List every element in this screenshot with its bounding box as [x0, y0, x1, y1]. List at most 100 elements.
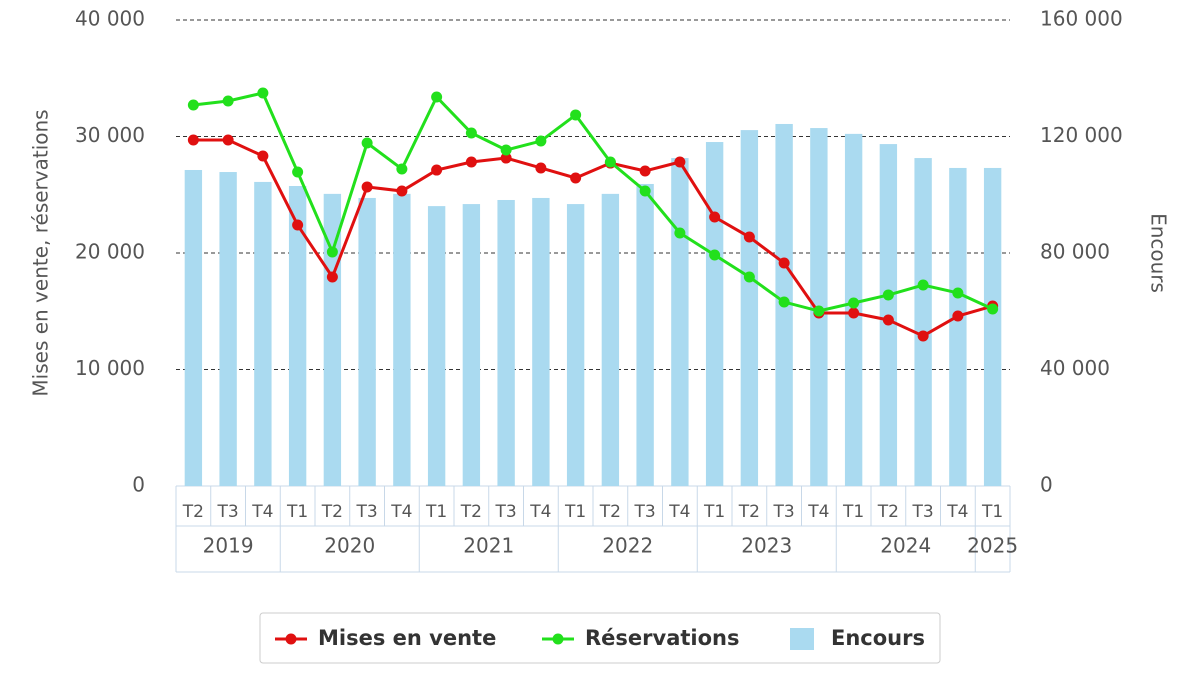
- y2-tick-label: 120 000: [1040, 123, 1123, 147]
- point: [431, 164, 443, 176]
- bar: [566, 204, 585, 486]
- x-tick-label: T1: [286, 502, 308, 522]
- bar: [497, 199, 515, 486]
- point: [709, 211, 721, 223]
- point: [257, 150, 269, 162]
- point: [917, 330, 929, 342]
- point: [222, 134, 234, 146]
- x-tick-label: T2: [321, 502, 343, 522]
- point: [500, 152, 512, 164]
- y-tick-label: 20 000: [75, 240, 145, 264]
- legend-marker: [790, 628, 814, 650]
- x-tick-label: T2: [599, 502, 621, 522]
- point: [848, 307, 860, 319]
- y2-axis-title: Encours: [1147, 213, 1171, 293]
- bar: [219, 172, 237, 486]
- bar: [288, 186, 307, 486]
- x-tick-label: T2: [877, 502, 899, 522]
- y2-tick-label: 40 000: [1040, 356, 1110, 380]
- point: [674, 156, 686, 168]
- x-tick-label: T1: [981, 502, 1003, 522]
- point: [326, 246, 338, 258]
- bar: [949, 167, 967, 486]
- point: [396, 163, 408, 175]
- legend-box: [259, 612, 941, 664]
- point: [604, 156, 616, 168]
- y-tick-label: 40 000: [75, 7, 145, 31]
- x-tick-label: T2: [738, 502, 760, 522]
- y2-tick-label: 0: [1040, 473, 1053, 497]
- point: [535, 162, 547, 174]
- point: [292, 166, 304, 178]
- x-group-label: 2025: [967, 534, 1018, 558]
- bar: [532, 197, 550, 487]
- x-tick-label: T3: [356, 502, 378, 522]
- bar: [671, 158, 689, 487]
- point: [639, 185, 651, 197]
- point: [743, 271, 755, 283]
- point: [952, 310, 964, 322]
- point: [917, 279, 929, 291]
- x-group-label: 2024: [880, 534, 931, 558]
- bar: [427, 206, 446, 486]
- x-group-label: 2022: [602, 534, 653, 558]
- bar: [636, 183, 654, 486]
- bar: [740, 130, 759, 486]
- point: [570, 172, 582, 184]
- x-tick-label: T3: [634, 502, 656, 522]
- point: [465, 127, 477, 139]
- x-group-label: 2020: [324, 534, 375, 558]
- y2-tick-label: 160 000: [1040, 7, 1123, 31]
- line: [193, 138, 994, 338]
- x-tick-label: T1: [425, 502, 447, 522]
- line: [193, 91, 994, 313]
- x-tick-label: T4: [390, 502, 412, 522]
- point: [778, 257, 790, 269]
- x-tick-label: T1: [703, 502, 725, 522]
- point: [535, 135, 547, 147]
- x-tick-label: T1: [842, 502, 864, 522]
- bar: [462, 204, 481, 486]
- x-tick-label: T4: [529, 502, 551, 522]
- bar: [358, 197, 376, 487]
- y2-tick-label: 80 000: [1040, 240, 1110, 264]
- point: [848, 297, 860, 309]
- x-tick-label: T2: [182, 502, 204, 522]
- point: [292, 219, 304, 231]
- point: [882, 289, 894, 301]
- point: [257, 87, 269, 99]
- y-tick-label: 0: [132, 473, 145, 497]
- x-group-label: 2021: [463, 534, 514, 558]
- point: [709, 249, 721, 261]
- point: [431, 91, 443, 103]
- legend-label: Réservations: [585, 626, 740, 650]
- point: [570, 109, 582, 121]
- bar: [184, 169, 203, 486]
- x-tick-label: T4: [251, 502, 273, 522]
- x-tick-label: T3: [912, 502, 934, 522]
- legend-marker: [285, 633, 297, 645]
- point: [500, 144, 512, 156]
- x-tick-label: T4: [668, 502, 690, 522]
- x-group-label: 2019: [203, 534, 254, 558]
- point: [778, 296, 790, 308]
- point: [361, 181, 373, 193]
- point: [639, 165, 651, 177]
- point: [222, 95, 234, 107]
- bar: [254, 181, 272, 486]
- x-tick-label: T1: [564, 502, 586, 522]
- point: [361, 137, 373, 149]
- point: [952, 287, 964, 299]
- point: [674, 227, 686, 239]
- bar: [601, 193, 620, 486]
- legend-label: Encours: [831, 626, 925, 650]
- bar: [914, 158, 932, 487]
- x-group-label: 2023: [741, 534, 792, 558]
- x-tick-label: T3: [217, 502, 239, 522]
- legend-marker: [552, 633, 564, 645]
- point: [743, 231, 755, 243]
- point: [326, 271, 338, 283]
- point: [187, 99, 199, 111]
- bar: [705, 142, 724, 486]
